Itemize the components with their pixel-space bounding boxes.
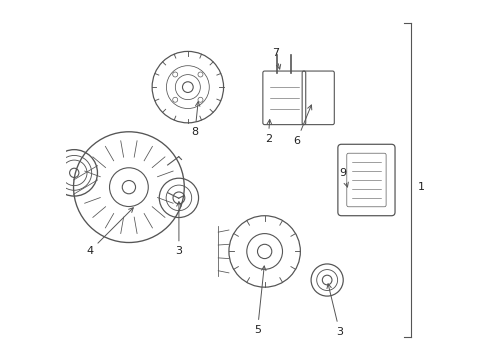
Text: 6: 6 <box>294 105 312 146</box>
Text: 5: 5 <box>254 266 266 335</box>
Text: 3: 3 <box>327 284 343 337</box>
Text: 9: 9 <box>340 168 348 187</box>
Text: 7: 7 <box>272 48 281 69</box>
Text: 3: 3 <box>175 202 182 256</box>
Text: 8: 8 <box>192 102 200 137</box>
Text: 1: 1 <box>417 182 424 192</box>
Text: 2: 2 <box>265 120 272 144</box>
Text: 4: 4 <box>86 208 133 256</box>
